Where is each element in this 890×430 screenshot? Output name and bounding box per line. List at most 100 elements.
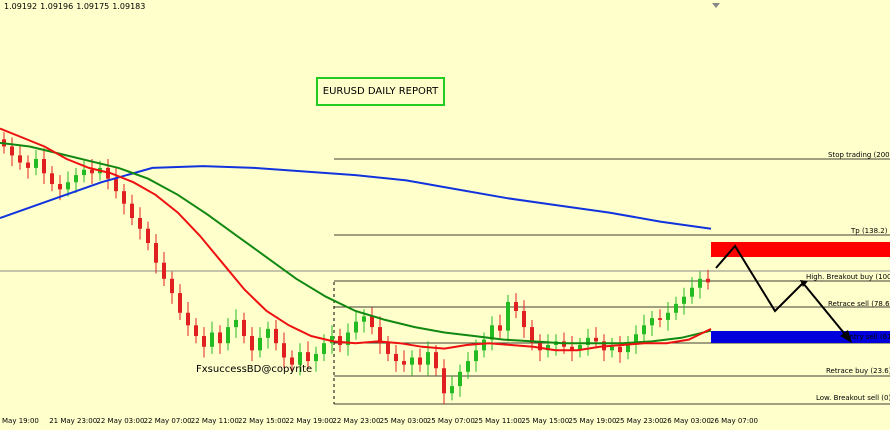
ma-fast-line	[0, 127, 712, 352]
candle-body	[258, 337, 262, 351]
candle-body	[18, 155, 22, 163]
candle-body	[658, 318, 662, 320]
x-tick-label: 22 May 07:00	[143, 417, 192, 425]
candle-body	[626, 343, 630, 353]
candle-body	[434, 352, 438, 369]
ohlc-close: 1.09183	[112, 2, 146, 11]
x-tick-label: 25 May 03:00	[379, 417, 428, 425]
candle-body	[338, 336, 342, 345]
fib-label-78: Retrace sell (78.6) 1	[828, 300, 890, 308]
candle-body	[290, 357, 294, 365]
x-tick-label: 26 May 07:00	[710, 417, 759, 425]
candle-body	[178, 293, 182, 313]
x-tick-label: 22 May 19:00	[285, 417, 334, 425]
candle-body	[202, 336, 206, 347]
projection-arrowhead-small-icon	[800, 280, 808, 287]
candle-body	[130, 203, 134, 218]
candle-body	[482, 339, 486, 351]
candle-body	[266, 328, 270, 338]
candle-body	[674, 303, 678, 313]
candle-body	[402, 361, 406, 365]
candle-body	[226, 327, 230, 344]
candle-body	[466, 361, 470, 372]
candle-body	[650, 318, 654, 326]
x-tick-label: 22 May 11:00	[190, 417, 239, 425]
ohlc-high: 1.09196	[40, 2, 74, 11]
candle-body	[570, 346, 574, 351]
candle-body	[426, 352, 430, 365]
candle-body	[442, 368, 446, 394]
candle-body	[114, 178, 118, 192]
ohlc-low: 1.09175	[76, 2, 110, 11]
candle-body	[306, 352, 310, 362]
ma-slow-line	[0, 141, 712, 345]
candle-body	[58, 184, 62, 190]
candle-body	[682, 296, 686, 304]
candle-body	[210, 332, 214, 347]
candle-body	[706, 278, 710, 283]
candle-body	[698, 278, 702, 288]
candle-body	[490, 325, 494, 340]
projection-arrowhead-icon	[840, 330, 852, 343]
candle-body	[298, 352, 302, 365]
candle-body	[634, 334, 638, 344]
report-title: EURUSD DAILY REPORT	[322, 86, 439, 97]
copyright-label: FxsuccessBD@copyrite	[196, 364, 313, 375]
x-tick-label: 21 May 23:00	[49, 417, 98, 425]
candle-body	[610, 346, 614, 351]
x-tick-label: 22 May 23:00	[332, 417, 381, 425]
candle-body	[162, 262, 166, 279]
candle-body	[594, 337, 598, 342]
candle-body	[578, 344, 582, 351]
x-tick-label: 22 May 03:00	[96, 417, 145, 425]
candle-body	[170, 278, 174, 294]
candle-body	[410, 357, 414, 365]
candle-body	[50, 173, 54, 185]
candle-body	[458, 371, 462, 387]
candle-body	[354, 321, 358, 333]
candle-body	[690, 287, 694, 297]
candle-body	[66, 182, 70, 190]
candle-body	[90, 169, 94, 174]
candle-body	[666, 312, 670, 320]
x-tick-label: 22 May 15:00	[238, 417, 287, 425]
candle-body	[242, 319, 246, 337]
x-tick-label: 25 May 23:00	[615, 417, 664, 425]
candle-body	[10, 146, 14, 156]
candle-body	[450, 386, 454, 394]
fib-label-200: Stop trading (200) 1	[828, 151, 890, 159]
candle-body	[138, 218, 142, 229]
candle-body	[418, 357, 422, 365]
fib-label-100: High. Breakout buy (100) 1	[806, 273, 890, 281]
candle-body	[546, 344, 550, 351]
x-tick-label: 26 May 03:00	[662, 417, 711, 425]
candle-body	[186, 312, 190, 326]
candle-body	[394, 353, 398, 362]
ohlc-readout: 1.09192 1.09196 1.09175 1.09183	[4, 2, 148, 11]
candle-body	[362, 316, 366, 322]
candle-body	[538, 343, 542, 351]
projection-path-down	[802, 282, 849, 339]
chart-shift-icon[interactable]	[712, 3, 720, 8]
candle-body	[274, 328, 278, 344]
candle-body	[146, 228, 150, 244]
candle-body	[26, 162, 30, 168]
candle-body	[322, 343, 326, 354]
x-tick-label: 25 May 07:00	[426, 417, 475, 425]
x-tick-label: 25 May 15:00	[521, 417, 570, 425]
candle-body	[370, 316, 374, 328]
candle-body	[506, 302, 510, 331]
candle-body	[82, 169, 86, 176]
ohlc-open: 1.09192	[4, 2, 38, 11]
candle-body	[378, 327, 382, 344]
ma-long-line	[0, 165, 712, 230]
candle-body	[514, 302, 518, 311]
candle-body	[474, 350, 478, 362]
projection-path	[715, 244, 804, 313]
candle-body	[314, 353, 318, 362]
x-tick-label: May 19:00	[2, 417, 39, 425]
candle-body	[330, 336, 334, 344]
report-title-box[interactable]: EURUSD DAILY REPORT	[316, 77, 445, 106]
